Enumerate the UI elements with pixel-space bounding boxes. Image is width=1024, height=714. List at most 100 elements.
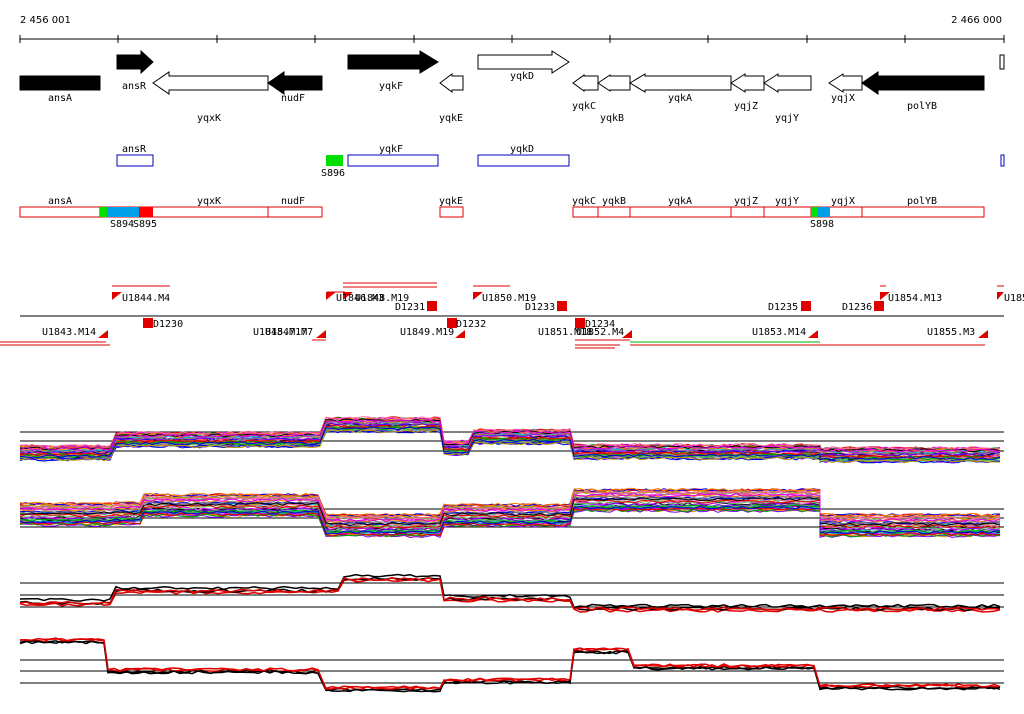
marker-flag-U1849.M19[interactable]	[455, 316, 465, 338]
red-feature-yqjY[interactable]	[763, 206, 812, 218]
blue-feature-edge[interactable]	[1000, 154, 1005, 167]
gene-nudF[interactable]	[267, 71, 323, 95]
red-label-ansA: ansA	[48, 196, 72, 207]
red-feature-yqkE[interactable]	[439, 206, 464, 218]
expression-panel-forward	[19, 416, 1004, 464]
gene-label-yqkC: yqkC	[572, 101, 596, 112]
gene-ansR[interactable]	[116, 49, 154, 75]
marker-flag-U1850.M19[interactable]	[473, 292, 483, 316]
blue-label-yqkD: yqkD	[510, 144, 534, 155]
red-label-yqjZ: yqjZ	[734, 196, 758, 207]
panel1-trace	[19, 429, 1001, 464]
site-S894-green[interactable]	[100, 207, 107, 217]
marker-flag-U1844.M4[interactable]	[112, 292, 122, 316]
marker-flag-U1854.M13[interactable]	[880, 292, 890, 316]
marker-box-D1233[interactable]	[557, 301, 567, 311]
panel1-trace	[19, 429, 1001, 464]
red-feature-yqkA[interactable]	[629, 206, 732, 218]
gene-yqjY[interactable]	[763, 73, 812, 93]
marker-label-U1848.M19: U1848.M19	[355, 293, 409, 304]
red-feature-yqkC[interactable]	[572, 206, 599, 218]
gene-yqkA[interactable]	[629, 73, 732, 93]
panel1-trace	[19, 418, 1001, 453]
marker-label-U1851.M18: U1851.M18	[538, 327, 592, 338]
blue-feature-yqkF[interactable]	[347, 154, 439, 167]
gene-label-ansA: ansA	[48, 93, 72, 104]
marker-flag-U1855.M3[interactable]	[978, 316, 988, 338]
gene-yqkF[interactable]	[347, 50, 439, 74]
marker-label-D1233: D1233	[525, 302, 555, 313]
red-label-yqkC: yqkC	[572, 196, 596, 207]
gene-label-yqjX: yqjX	[831, 93, 855, 104]
gene-label-yqkB: yqkB	[600, 113, 624, 124]
gene-label-yqjZ: yqjZ	[734, 101, 758, 112]
gene-ansA[interactable]	[19, 75, 101, 91]
marker-track: U1844.M4 U1848.M19 U1846.M3 D1231 U1850.…	[0, 282, 1024, 349]
red-feature-nudF[interactable]	[267, 206, 323, 218]
marker-label-U1854.M13: U1854.M13	[888, 293, 942, 304]
red-feature-ansA[interactable]	[19, 206, 101, 218]
site-S898-blue[interactable]	[818, 207, 830, 217]
site-S895-red[interactable]	[139, 207, 153, 217]
site-S896[interactable]	[326, 155, 343, 166]
red-label-nudF: nudF	[281, 196, 305, 207]
site-label-S894: S894	[110, 219, 134, 230]
ruler-end-label: 2 466 000	[951, 15, 1002, 26]
marker-box-D1235[interactable]	[801, 301, 811, 311]
red-feature-polYB[interactable]	[861, 206, 985, 218]
marker-box-D1230[interactable]	[143, 318, 153, 328]
marker-label-D1235: D1235	[768, 302, 798, 313]
marker-label-U1849.M19: U1849.M19	[400, 327, 454, 338]
panel1-trace	[19, 416, 1001, 451]
marker-box-D1231[interactable]	[427, 301, 437, 311]
marker-box-D1232[interactable]	[447, 318, 457, 328]
summary-panel-reverse	[19, 637, 1004, 693]
red-label-polYB: polYB	[907, 196, 937, 207]
red-feature-track: ansA yqxK nudF yqkE yqkC yqkB yqkA yqjZ …	[19, 196, 985, 230]
blue-feature-track: ansR yqkF yqkD S896	[116, 144, 1005, 179]
ruler-ticks	[19, 35, 1005, 43]
expression-panel-reverse	[19, 487, 1004, 539]
marker-label-U1844.M4: U1844.M4	[122, 293, 170, 304]
marker-flag-U1843.M14[interactable]	[98, 316, 108, 338]
red-feature-yqjZ[interactable]	[730, 206, 765, 218]
marker-label-U1855.M3: U1855.M3	[927, 327, 975, 338]
marker-label-U185: U185	[1004, 293, 1024, 304]
panel1-trace	[19, 421, 1001, 457]
panel2-trace	[19, 495, 1001, 525]
marker-flag-U185[interactable]	[997, 292, 1004, 316]
gene-label-polYB: polYB	[907, 101, 937, 112]
marker-box-D1236[interactable]	[874, 301, 884, 311]
gene-yqkD[interactable]	[477, 50, 570, 74]
site-S898-green[interactable]	[811, 207, 818, 217]
marker-label-U1846.M3: U1846.M3	[336, 293, 384, 304]
gene-label-yqkF: yqkF	[379, 81, 403, 92]
marker-flag-U1846[interactable]	[326, 292, 336, 316]
marker-flag-U1852.M4[interactable]	[622, 316, 632, 338]
red-feature-yqkB[interactable]	[597, 206, 631, 218]
site-label-S895: S895	[133, 219, 157, 230]
panel4-trace	[19, 640, 1001, 693]
panel1-trace	[19, 420, 1001, 455]
marker-flag-U1848[interactable]	[343, 292, 353, 316]
red-label-yqkA: yqkA	[668, 196, 692, 207]
blue-feature-yqkD[interactable]	[477, 154, 570, 167]
site-label-S898: S898	[810, 219, 834, 230]
marker-flag-U1853.M14[interactable]	[808, 316, 818, 338]
gene-partial-edge[interactable]	[999, 54, 1005, 70]
panel2-trace	[19, 508, 1001, 539]
site-S894-blue[interactable]	[107, 207, 139, 217]
panel2-trace	[19, 496, 1001, 525]
gene-yqkE[interactable]	[439, 73, 464, 93]
marker-label-D1231: D1231	[395, 302, 425, 313]
red-label-yqjY: yqjY	[775, 196, 799, 207]
site-label-S896: S896	[321, 168, 345, 179]
marker-box-D1234[interactable]	[575, 318, 585, 328]
marker-label-D1230: D1230	[153, 319, 183, 330]
gene-track: ansA ansR yqxK nudF yqkF yqkE yqkD yqkC …	[19, 49, 1005, 124]
marker-label-U1852.M4: U1852.M4	[576, 327, 624, 338]
blue-feature-ansR[interactable]	[116, 154, 154, 167]
marker-label-U1850.M19: U1850.M19	[482, 293, 536, 304]
gene-polYB[interactable]	[861, 71, 985, 95]
marker-flag-U1845.M17[interactable]	[316, 316, 326, 338]
